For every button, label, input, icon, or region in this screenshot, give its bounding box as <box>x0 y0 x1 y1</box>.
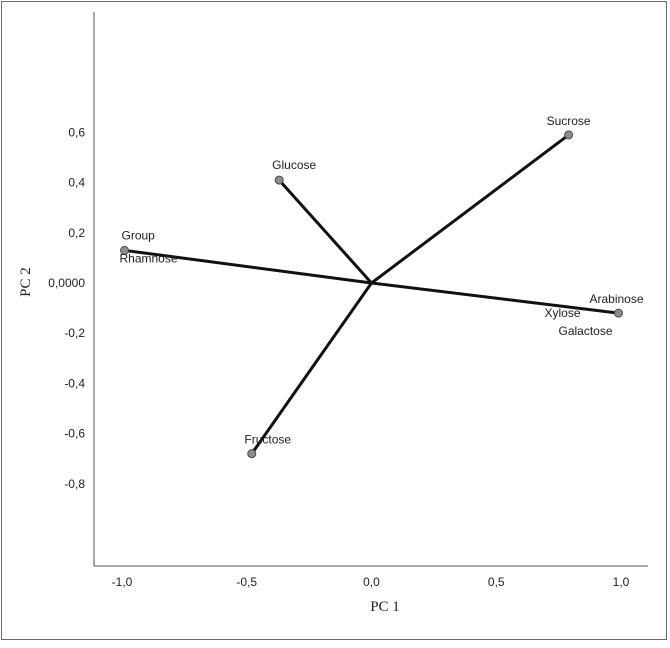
x-tick-label: -0,5 <box>236 575 257 589</box>
point-label-sucrose: Sucrose <box>547 114 591 128</box>
vector-line-sucrose <box>370 133 571 285</box>
point-marker-group <box>119 245 129 255</box>
point-labels: Sucrose Glucose Group Rhamnose Arabinose Xylo… <box>119 114 643 447</box>
point-label-xylose: Xylose <box>544 306 580 320</box>
x-tick-label: -1,0 <box>112 575 133 589</box>
point-marker-arabinose <box>614 308 624 318</box>
point-markers <box>119 130 624 459</box>
loading-vectors <box>122 133 621 456</box>
point-label-fructose: Fructose <box>244 433 291 447</box>
vector-line-arabinose <box>370 281 621 315</box>
x-tick-label: 1,0 <box>613 575 630 589</box>
point-marker-glucose <box>274 175 284 185</box>
point-marker-fructose <box>247 449 257 459</box>
x-tick-label: 0,0 <box>363 575 380 589</box>
point-label-galactose: Galactose <box>558 324 612 338</box>
y-tick-label: 0,2 <box>68 226 85 240</box>
x-tick-label: 0,5 <box>488 575 505 589</box>
y-tick-label: -0,6 <box>64 427 85 441</box>
y-tick-label: 0,4 <box>68 176 85 190</box>
vector-line-group <box>122 248 373 285</box>
plot-axes: -1,0 -0,5 0,0 0,5 1,0 0,6 0,4 0,2 0,0000 -0,2 -0,4… <box>48 12 648 589</box>
y-axis-title: PC 2 <box>18 267 34 297</box>
point-label-group: Group <box>121 228 155 242</box>
point-marker-sucrose <box>564 130 574 140</box>
y-tick-label: -0,8 <box>64 477 85 491</box>
y-tick-label: 0,6 <box>68 125 85 139</box>
y-tick-label: 0,0000 <box>48 276 85 290</box>
point-label-arabinose: Arabinose <box>589 292 643 306</box>
point-label-rhamnose: Rhamnose <box>119 251 177 265</box>
vector-line-glucose <box>277 178 373 285</box>
vector-line-fructose <box>250 281 373 456</box>
y-tick-label: -0,4 <box>64 376 85 390</box>
x-axis-title: PC 1 <box>370 599 400 615</box>
y-tick-label: -0,2 <box>64 326 85 340</box>
point-label-glucose: Glucose <box>272 158 316 172</box>
